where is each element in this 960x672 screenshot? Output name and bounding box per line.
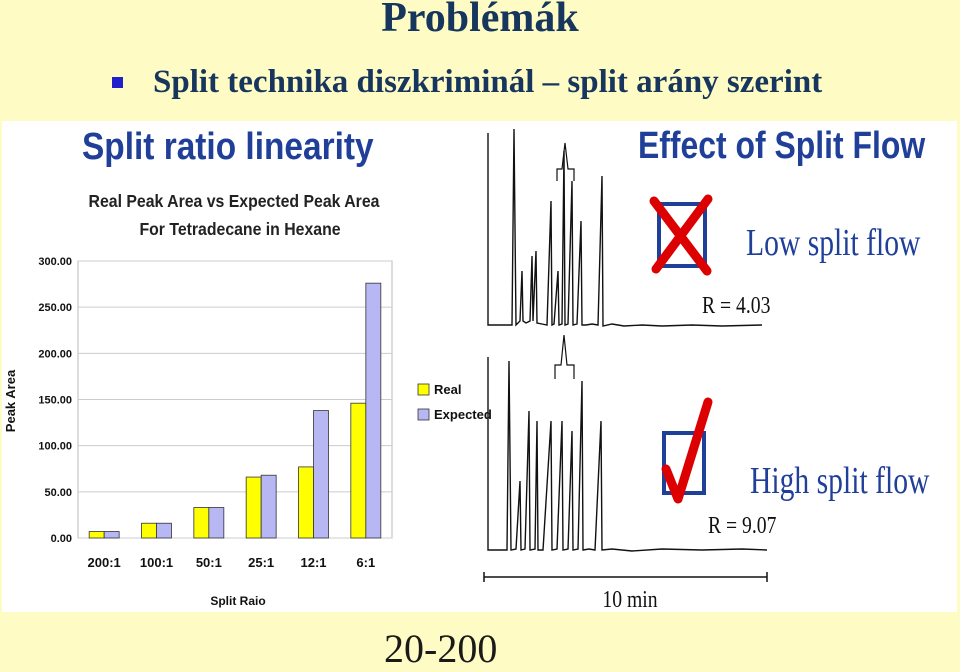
x-tick-labels: 200:1 100:1 50:1 25:1 12:1 6:1 (88, 555, 376, 570)
figure-svg: Split ratio linearity Real Peak Area vs … (3, 124, 930, 612)
chromatogram-peak-marker-high (554, 334, 575, 379)
bullet-square-icon (112, 76, 123, 88)
chromatogram-peak-marker-low (556, 142, 575, 181)
y-axis-label: Peak Area (3, 369, 18, 432)
x-tick-label: 25:1 (248, 555, 274, 570)
legend: Real Expected (417, 382, 492, 422)
cross-mark-icon (649, 194, 713, 276)
bars (88, 282, 382, 539)
x-tick-label: 12:1 (300, 555, 326, 570)
y-tick-label: 150.00 (38, 395, 72, 407)
time-scale-label: 10 min (602, 585, 657, 612)
bar-expected-12-1 (313, 410, 329, 539)
bar-chart: 0.0050.00100.00150.00200.00250.00300.00 … (38, 256, 393, 570)
high-split-flow-label: High split flow (750, 461, 930, 502)
high-split-r-value: R = 9.07 (708, 511, 777, 538)
bar-expected-25-1 (260, 474, 277, 539)
bar-real-25-1 (245, 476, 262, 539)
chart-subtitle: For Tetradecane in Hexane (139, 219, 340, 239)
legend-swatch-expected (417, 408, 430, 421)
bar-real-200-1 (88, 531, 105, 539)
legend-swatch-real (417, 383, 430, 396)
grid-lines (78, 260, 392, 539)
y-tick-label: 250.00 (38, 302, 72, 314)
chart-title: Real Peak Area vs Expected Peak Area (89, 191, 380, 211)
y-tick-label: 0.00 (51, 533, 72, 545)
bullet-item: Split technika diszkriminál – split arán… (112, 60, 822, 104)
left-panel-heading: Split ratio linearity (82, 125, 374, 167)
time-scale-bar (483, 572, 768, 582)
low-split-flow-label: Low split flow (746, 223, 921, 264)
bar-real-50-1 (193, 507, 210, 539)
bullet-text: Split technika diszkriminál – split arán… (153, 63, 823, 100)
legend-label-expected: Expected (434, 407, 492, 422)
x-tick-label: 100:1 (140, 555, 173, 570)
y-tick-label: 200.00 (38, 348, 72, 360)
split-ratio-range: 20-200 (384, 626, 498, 671)
x-axis-label: Split Raio (210, 594, 265, 608)
figure-image: Split ratio linearity Real Peak Area vs … (2, 121, 957, 612)
bar-real-6-1 (350, 402, 367, 539)
y-tick-label: 50.00 (44, 487, 72, 499)
y-tick-label: 300.00 (38, 256, 72, 268)
bar-expected-200-1 (103, 531, 120, 539)
check-mark-icon (661, 397, 713, 504)
bar-expected-6-1 (365, 282, 382, 539)
bar-real-12-1 (298, 466, 314, 539)
legend-label-real: Real (434, 382, 461, 397)
y-tick-label: 100.00 (38, 441, 72, 453)
x-tick-label: 6:1 (356, 555, 375, 570)
bar-expected-50-1 (208, 507, 225, 539)
x-tick-label: 200:1 (88, 555, 121, 570)
bar-expected-100-1 (156, 522, 172, 539)
chromatogram-low (487, 128, 763, 327)
x-tick-label: 50:1 (196, 555, 222, 570)
bar-real-100-1 (141, 522, 157, 539)
chromatogram-high (487, 357, 768, 552)
low-split-r-value: R = 4.03 (702, 291, 771, 318)
slide-title: Problémák (381, 0, 579, 41)
right-panel-heading: Effect of Split Flow (638, 124, 926, 166)
y-tick-labels: 0.00 50.00 100.00 150.00 200.00 250.00 300.00 (38, 256, 72, 545)
